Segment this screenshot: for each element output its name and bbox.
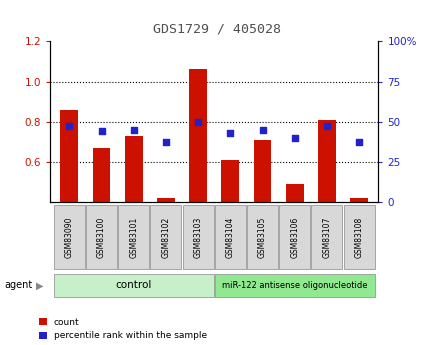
Text: agent: agent bbox=[4, 280, 33, 290]
Text: GSM83090: GSM83090 bbox=[65, 216, 74, 258]
Point bbox=[355, 140, 362, 145]
Bar bbox=[285, 184, 303, 202]
Point bbox=[98, 128, 105, 134]
Text: control: control bbox=[115, 280, 151, 290]
FancyBboxPatch shape bbox=[214, 274, 374, 297]
Point bbox=[323, 124, 330, 129]
FancyBboxPatch shape bbox=[311, 205, 342, 269]
Bar bbox=[221, 160, 239, 202]
Text: GSM83100: GSM83100 bbox=[97, 217, 106, 258]
Text: GSM83101: GSM83101 bbox=[129, 217, 138, 258]
Bar bbox=[189, 69, 207, 202]
Point bbox=[194, 119, 201, 125]
FancyBboxPatch shape bbox=[118, 205, 149, 269]
Text: GDS1729 / 405028: GDS1729 / 405028 bbox=[153, 22, 281, 36]
Bar bbox=[349, 198, 367, 202]
Text: GSM83107: GSM83107 bbox=[322, 217, 331, 258]
Text: ▶: ▶ bbox=[36, 280, 43, 290]
FancyBboxPatch shape bbox=[86, 205, 117, 269]
FancyBboxPatch shape bbox=[54, 205, 85, 269]
Text: GSM83103: GSM83103 bbox=[193, 217, 202, 258]
Point bbox=[130, 127, 137, 132]
Bar bbox=[92, 148, 110, 202]
Text: GSM83104: GSM83104 bbox=[225, 217, 234, 258]
Bar bbox=[125, 136, 142, 202]
Text: GSM83106: GSM83106 bbox=[289, 217, 299, 258]
Text: GSM83108: GSM83108 bbox=[354, 217, 363, 258]
FancyBboxPatch shape bbox=[182, 205, 213, 269]
Point bbox=[259, 127, 266, 132]
Text: GSM83105: GSM83105 bbox=[257, 217, 266, 258]
FancyBboxPatch shape bbox=[279, 205, 309, 269]
FancyBboxPatch shape bbox=[343, 205, 374, 269]
Bar bbox=[253, 140, 271, 202]
Point bbox=[291, 135, 298, 140]
Bar bbox=[60, 110, 78, 202]
Point bbox=[66, 124, 72, 129]
FancyBboxPatch shape bbox=[150, 205, 181, 269]
Text: miR-122 antisense oligonucleotide: miR-122 antisense oligonucleotide bbox=[221, 281, 367, 290]
Legend: count, percentile rank within the sample: count, percentile rank within the sample bbox=[39, 318, 207, 341]
Bar bbox=[157, 198, 174, 202]
Bar bbox=[317, 120, 335, 202]
Point bbox=[162, 140, 169, 145]
FancyBboxPatch shape bbox=[214, 205, 245, 269]
FancyBboxPatch shape bbox=[247, 205, 277, 269]
FancyBboxPatch shape bbox=[54, 274, 213, 297]
Text: GSM83102: GSM83102 bbox=[161, 217, 170, 258]
Point bbox=[227, 130, 233, 136]
